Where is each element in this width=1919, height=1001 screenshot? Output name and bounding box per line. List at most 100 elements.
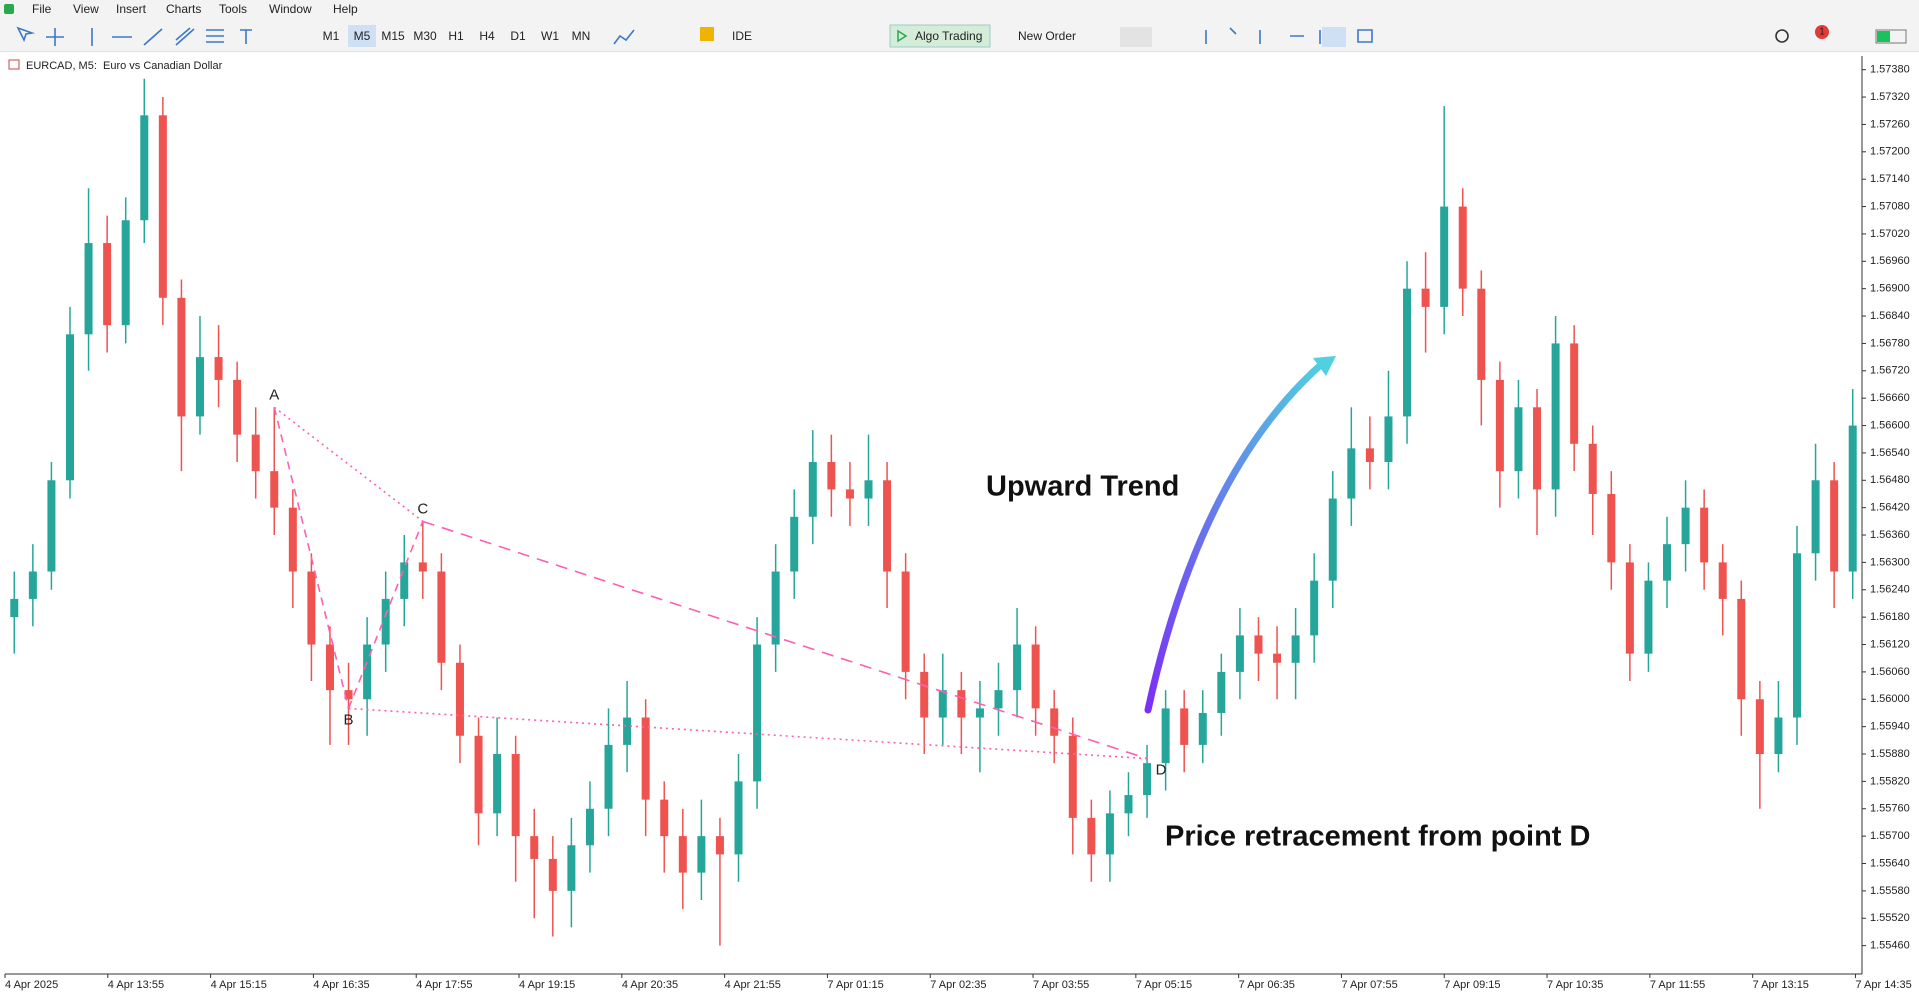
pattern-line [273, 406, 424, 522]
y-tick-label: 1.56540 [1870, 447, 1910, 459]
timeframe[interactable]: M5 [354, 29, 371, 43]
candle-body [1310, 580, 1319, 636]
candle-body [1793, 553, 1802, 718]
algo-button[interactable]: Algo Trading [915, 29, 982, 43]
candle-body [381, 598, 390, 645]
candle-body [474, 735, 483, 814]
tool-icons [16, 26, 1373, 46]
menu-item[interactable]: Charts [166, 2, 201, 16]
pattern-label: B [344, 711, 354, 728]
candle-body [938, 690, 947, 718]
pattern-line [348, 707, 1148, 760]
x-tick-label: 4 Apr 15:15 [211, 979, 267, 991]
timeframe[interactable]: M1 [323, 29, 340, 43]
menu-item[interactable]: Help [333, 2, 358, 16]
x-tick-label: 4 Apr 16:35 [313, 979, 369, 991]
y-tick-label: 1.55760 [1870, 803, 1910, 815]
candle-body [1811, 480, 1820, 554]
menu-item[interactable]: Window [269, 2, 312, 16]
candle-body [177, 297, 186, 417]
y-tick-label: 1.55640 [1870, 857, 1910, 869]
candle-body [1365, 448, 1374, 463]
notification-badge [1815, 25, 1829, 39]
candle-body [1068, 735, 1077, 818]
signal-bar [1877, 31, 1890, 42]
timeframe[interactable]: D1 [510, 29, 526, 43]
candle-body [1737, 598, 1746, 700]
notification-count: 1 [1819, 27, 1825, 38]
timeframe[interactable]: MN [572, 29, 591, 43]
y-tick-label: 1.55460 [1870, 940, 1910, 952]
x-tick-label: 7 Apr 03:55 [1033, 979, 1089, 991]
candle-body [1198, 712, 1207, 745]
menu-item[interactable]: File [32, 2, 52, 16]
menu-item[interactable]: Insert [116, 2, 147, 16]
pattern-line [347, 521, 424, 709]
x-tick-label: 4 Apr 2025 [5, 979, 58, 991]
candle-body [1477, 288, 1486, 380]
new-order-button[interactable]: New Order [1018, 29, 1076, 43]
candle-body [325, 644, 334, 691]
x-tick-label: 7 Apr 01:15 [827, 979, 883, 991]
candle-body [511, 754, 520, 837]
timeframe[interactable]: M30 [413, 29, 437, 43]
candle-body [437, 571, 446, 663]
candle-body [103, 243, 112, 326]
fibo-icon [206, 29, 224, 43]
y-tick-label: 1.56180 [1870, 611, 1910, 623]
candle-body [1458, 206, 1467, 289]
y-tick-label: 1.56840 [1870, 310, 1910, 322]
candle-body [1700, 507, 1709, 563]
menu-item[interactable]: View [73, 2, 99, 16]
candle-body [1514, 407, 1523, 472]
candle-body [214, 357, 223, 380]
candle-body [901, 571, 910, 672]
candle-body [530, 836, 539, 859]
candle-body [1570, 343, 1579, 444]
candle-body [158, 115, 167, 298]
candle-body [1105, 813, 1114, 855]
candle-body [1328, 498, 1337, 581]
candle-body [65, 334, 74, 481]
candle-body [920, 671, 929, 718]
y-tick-label: 1.56600 [1870, 419, 1910, 431]
algo-button-bg[interactable] [889, 24, 991, 48]
pattern-label: A [269, 386, 279, 403]
toggle-1[interactable] [1120, 27, 1152, 47]
ide-button[interactable]: IDE [732, 29, 752, 43]
menu-bar [0, 0, 1919, 20]
candle-body [678, 836, 687, 873]
candle-body [994, 690, 1003, 709]
search-icon[interactable] [1775, 29, 1789, 43]
y-tick-label: 1.57020 [1870, 228, 1910, 240]
y-tick-label: 1.56120 [1870, 638, 1910, 650]
play-icon [897, 29, 908, 43]
y-tick-label: 1.56660 [1870, 392, 1910, 404]
candle-body [1755, 699, 1764, 755]
pattern-line [422, 520, 1148, 760]
candle-body [140, 115, 149, 221]
toggle-2[interactable] [1322, 27, 1346, 47]
candle-body [1031, 644, 1040, 709]
timeframe-active[interactable] [348, 25, 376, 47]
x-tick-label: 7 Apr 06:35 [1239, 979, 1295, 991]
candle-body [1235, 635, 1244, 672]
candle-body [270, 471, 279, 508]
timeframe[interactable]: H4 [479, 29, 495, 43]
menu-item[interactable]: Tools [219, 2, 247, 16]
candle-body [975, 708, 984, 718]
candle-body [790, 516, 799, 572]
candle-body [1124, 795, 1133, 814]
candle-body [567, 845, 576, 891]
candle-body [307, 571, 316, 645]
timeframe[interactable]: M15 [381, 29, 405, 43]
candle-body [883, 480, 892, 572]
candle-body [28, 571, 37, 599]
timeframe[interactable]: W1 [541, 29, 559, 43]
timeframe[interactable]: H1 [448, 29, 464, 43]
candle-body [493, 754, 502, 814]
pattern-line [273, 407, 350, 709]
candle-body [1161, 708, 1170, 764]
candle-body [1830, 480, 1839, 572]
